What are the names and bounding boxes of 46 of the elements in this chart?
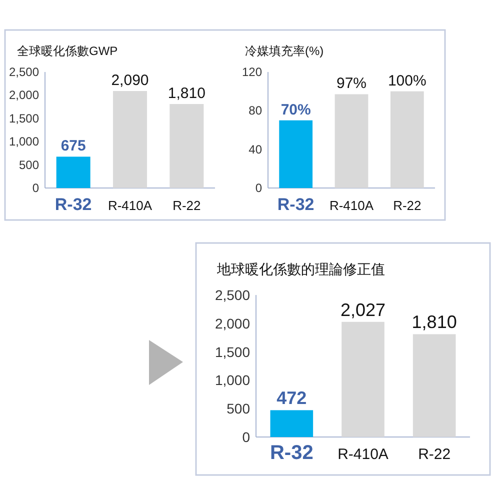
bar	[412, 334, 456, 437]
data-label: 100%	[388, 72, 426, 90]
bar	[113, 91, 147, 188]
y-tick-label: 1,500	[8, 111, 40, 126]
y-tick-label: 500	[18, 158, 40, 172]
bar	[56, 156, 90, 188]
y-tick-label: 500	[226, 400, 250, 417]
y-tick-label: 2,500	[8, 65, 40, 79]
bar	[390, 91, 424, 188]
y-tick-label: 2,000	[214, 315, 250, 332]
chart-title: 冷媒填充率(%)	[245, 44, 324, 58]
chart-title: 全球暖化係數GWP	[17, 44, 118, 58]
chart-title: 地球暖化係數的理論修正值	[216, 261, 385, 277]
data-label: 2,090	[111, 72, 149, 90]
y-tick-label: 80	[248, 104, 262, 118]
data-label: 472	[276, 388, 307, 408]
data-label: 97%	[336, 75, 367, 92]
data-label: 2,027	[340, 300, 386, 320]
data-label: 1,810	[412, 312, 457, 332]
y-tick-label: 2,000	[8, 88, 40, 102]
x-tick-label: R-32	[270, 442, 314, 464]
bar	[342, 322, 384, 437]
x-tick-label: R-22	[418, 446, 451, 463]
y-tick-label: 0	[255, 181, 262, 195]
y-tick-label: 0	[242, 429, 250, 445]
bar	[334, 94, 368, 188]
x-tick-label: R-32	[277, 195, 314, 214]
y-tick-label: 1,000	[214, 372, 250, 388]
bar	[279, 120, 313, 188]
y-tick-label: 120	[242, 65, 262, 79]
x-tick-label: R-410A	[338, 446, 388, 463]
y-tick-label: 1,000	[8, 134, 40, 149]
bar	[170, 104, 204, 188]
data-label: 675	[60, 138, 86, 155]
y-tick-label: 1,500	[214, 344, 250, 360]
x-tick-label: R-410A	[329, 198, 374, 213]
y-tick-label: 0	[32, 181, 40, 195]
x-tick-label: R-32	[54, 195, 92, 214]
y-tick-label: 40	[248, 142, 262, 156]
x-tick-label: R-410A	[108, 198, 152, 213]
bar	[270, 410, 314, 437]
x-tick-label: R-22	[172, 198, 201, 213]
data-label: 1,810	[168, 85, 206, 102]
y-tick-label: 2,500	[214, 287, 250, 303]
x-tick-label: R-22	[393, 198, 422, 213]
data-label: 70%	[280, 101, 311, 118]
